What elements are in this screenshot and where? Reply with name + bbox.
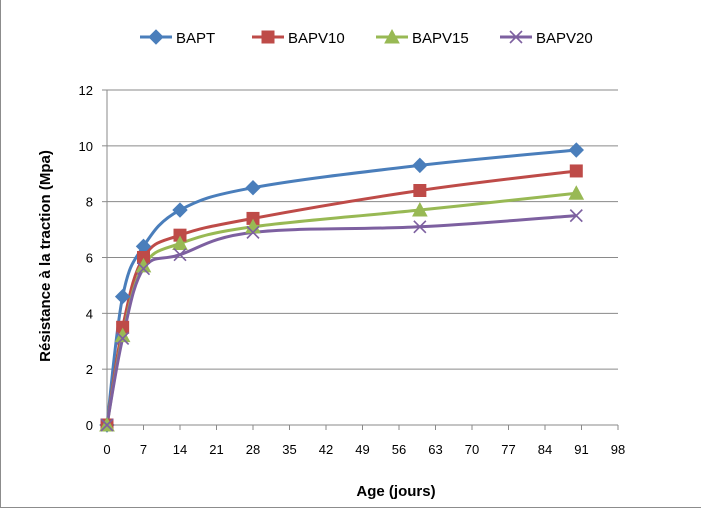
data-point — [412, 157, 428, 174]
series-markers-bapt — [99, 142, 584, 433]
legend-marker — [148, 29, 164, 45]
x-tick-label: 98 — [611, 442, 625, 457]
x-tick-label: 21 — [209, 442, 223, 457]
axes: 0 2 4 6 8 10 12 0 7 14 21 28 35 42 49 56 63 70 77 84 91 98 — [79, 83, 626, 457]
legend-label: BAPT — [176, 30, 215, 47]
y-tick-label: 12 — [79, 83, 93, 98]
series-markers-bapv10 — [100, 164, 583, 432]
x-tick-label: 63 — [428, 442, 442, 457]
legend-marker — [261, 30, 275, 44]
x-tick-label: 70 — [465, 442, 479, 457]
series-markers-bapv20 — [100, 209, 583, 432]
x-tick-label: 28 — [246, 442, 260, 457]
x-tick-label: 49 — [355, 442, 369, 457]
legend-item-bapv10: BAPV10 — [252, 30, 345, 47]
legend-item-bapt: BAPT — [140, 29, 215, 47]
x-tick-label: 0 — [103, 442, 110, 457]
data-point — [114, 288, 131, 305]
series-bapt — [105, 148, 577, 426]
data-point — [172, 202, 188, 218]
legend-label: BAPV10 — [288, 30, 345, 47]
legend-marker — [384, 28, 400, 44]
data-point — [568, 142, 584, 158]
x-tick-label: 42 — [319, 442, 333, 457]
gridlines — [107, 89, 618, 370]
data-point — [100, 418, 114, 432]
x-tick-label: 91 — [574, 442, 588, 457]
y-tick-label: 0 — [86, 418, 93, 433]
legend-label: BAPV15 — [412, 30, 469, 47]
x-tick-label: 84 — [538, 442, 552, 457]
legend-label: BAPV20 — [536, 30, 593, 47]
data-point — [136, 262, 151, 276]
data-point — [116, 331, 130, 346]
y-tick-label: 8 — [86, 195, 93, 210]
series-markers-bapv15 — [99, 185, 585, 432]
data-point — [569, 164, 583, 178]
legend-item-bapv20: BAPV20 — [500, 30, 593, 47]
y-tick-label: 4 — [86, 306, 93, 321]
data-point — [172, 235, 188, 251]
series-lines — [99, 142, 585, 433]
data-point — [245, 180, 261, 196]
y-tick-label: 10 — [79, 139, 93, 154]
data-point — [246, 225, 260, 239]
x-axis-title: Age (jours) — [356, 483, 435, 500]
legend-item-bapv15: BAPV15 — [376, 28, 469, 47]
data-point — [569, 209, 583, 223]
series-line — [105, 148, 577, 426]
x-tick-label: 77 — [501, 442, 515, 457]
data-point — [568, 185, 585, 200]
data-point — [173, 248, 187, 262]
y-tick-label: 6 — [86, 251, 93, 266]
x-tick-label: 35 — [282, 442, 296, 457]
x-tick-label: 56 — [392, 442, 406, 457]
x-tick-label: 7 — [140, 442, 147, 457]
legend-marker — [509, 30, 523, 44]
y-tick-label: 2 — [86, 362, 93, 377]
data-point — [412, 201, 428, 217]
x-tick-label: 14 — [173, 442, 187, 457]
y-axis-title: Résistance à la traction (Mpa) — [37, 150, 54, 362]
data-point — [413, 184, 427, 197]
legend: BAPT BAPV10 BAPV15 BAPV20 — [140, 28, 593, 47]
data-point — [413, 220, 427, 234]
